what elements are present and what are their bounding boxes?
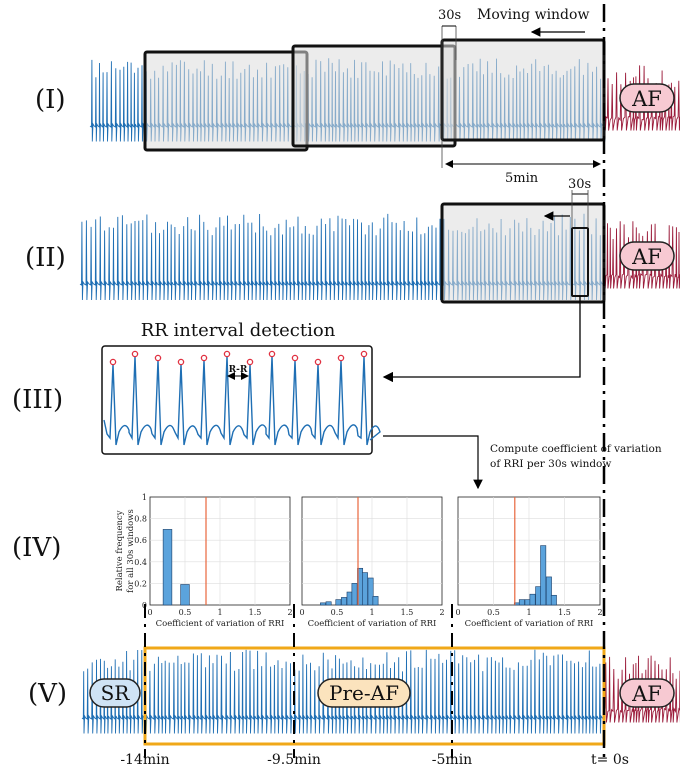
histogram-bar — [351, 583, 358, 606]
x-axis-label: Coefficient of variation of RRI — [156, 619, 285, 629]
af-badge-5-label: AF — [631, 682, 662, 706]
x-tick-label: 0 — [455, 608, 460, 617]
r-peak-marker — [154, 354, 162, 362]
row-label-v: (V) — [28, 679, 67, 709]
r-peak-markers — [109, 350, 368, 366]
histogram-bar — [529, 593, 536, 606]
y-tick-label: 0.6 — [134, 536, 147, 545]
time-label-t0: t= 0s — [591, 752, 629, 768]
x-axis-label: Coefficient of variation of RRI — [465, 619, 594, 629]
ecg-sr-trace-5 — [81, 649, 606, 734]
x-tick-label: 2 — [439, 608, 444, 617]
x-tick-label: 1 — [217, 608, 222, 617]
compute-note-line2: of RRI per 30s window — [490, 458, 611, 470]
time-label-5min: -5min — [432, 752, 472, 768]
histogram-bar — [162, 529, 173, 606]
r-peak-marker — [268, 350, 276, 358]
x-tick-label: 2 — [287, 608, 292, 617]
x-axis-label: Coefficient of variation of RRI — [308, 619, 437, 629]
y-tick-label: 1 — [142, 493, 147, 502]
preaf-badge: Pre-AF — [317, 678, 411, 708]
y-axis-label: for all 30s windows — [126, 509, 136, 593]
histogram-bar — [540, 545, 547, 606]
histogram-bar — [524, 599, 531, 606]
span-5min-label: 5min — [505, 171, 539, 186]
window-box-2 — [291, 44, 457, 148]
x-tick-label: 0.5 — [331, 608, 344, 617]
af-badge-5: AF — [619, 678, 675, 708]
histogram-bar — [535, 586, 542, 606]
x-tick-label: 1 — [526, 608, 531, 617]
ecg-zoom-trace — [103, 355, 381, 446]
connector-arrow-to-hist — [383, 435, 483, 490]
time-label-14min: -14min — [120, 752, 169, 768]
r-peak-marker — [291, 354, 299, 362]
histogram-bar — [320, 602, 326, 606]
histogram-bar — [372, 596, 379, 606]
histogram-bar — [545, 576, 552, 606]
window-box-5min — [440, 202, 606, 304]
histogram-bar — [550, 594, 557, 606]
x-tick-label: 0.5 — [179, 608, 192, 617]
y-axis-label: Relative frequency — [115, 510, 125, 591]
preaf-badge-label: Pre-AF — [329, 681, 399, 705]
r-peak-marker — [246, 358, 254, 366]
window-30s-label-2: 30s — [568, 177, 591, 192]
r-peak-marker — [337, 354, 345, 362]
histogram-bar — [180, 584, 190, 606]
y-tick-label: 0.4 — [134, 558, 147, 567]
r-peak-marker — [131, 350, 139, 358]
compute-note-line1: Compute coefficient of variation — [490, 443, 662, 455]
r-peak-marker — [360, 350, 368, 358]
histogram-bar — [335, 599, 342, 606]
histogram-bar — [367, 577, 374, 606]
row-label-ii: (II) — [25, 243, 66, 273]
x-tick-label: 1.5 — [401, 608, 414, 617]
time-label-9-5min: -9.5min — [267, 752, 321, 768]
histogram-bar — [518, 599, 525, 606]
x-tick-label: 1.5 — [249, 608, 262, 617]
window-30s-label: 30s — [438, 8, 461, 23]
x-tick-label: 0.5 — [487, 608, 500, 617]
x-tick-label: 2 — [597, 608, 602, 617]
histogram-bar — [362, 572, 368, 606]
r-peak-marker — [109, 358, 117, 366]
af-badge-2: AF — [619, 241, 675, 271]
y-tick-label: 0.2 — [134, 579, 147, 588]
window-box-1 — [143, 50, 309, 152]
af-badge-2-label: AF — [631, 245, 662, 269]
window-box-3 — [440, 38, 606, 142]
r-peak-marker — [314, 358, 322, 366]
rr-label: R-R — [229, 365, 248, 375]
histogram-bar — [341, 597, 347, 606]
r-peak-marker — [223, 350, 231, 358]
row-label-iv: (IV) — [12, 533, 61, 563]
row-label-iii: (III) — [12, 385, 63, 415]
y-tick-label: 0.8 — [134, 515, 147, 524]
x-tick-label: 0 — [299, 608, 304, 617]
ecg-af-trace-1 — [603, 65, 680, 131]
sr-badge-label: SR — [101, 681, 131, 705]
row-label-i: (I) — [35, 85, 66, 115]
rr-panel — [101, 345, 373, 455]
sr-badge: SR — [89, 678, 141, 708]
moving-window-label: Moving window — [477, 7, 589, 23]
histogram-bar — [325, 601, 332, 606]
r-peak-marker — [177, 358, 185, 366]
connector-arrow-to-rr — [382, 296, 581, 383]
x-tick-label: 1.5 — [558, 608, 571, 617]
af-badge-1-label: AF — [631, 87, 662, 111]
rr-title: RR interval detection — [141, 320, 336, 341]
af-badge-1: AF — [619, 83, 675, 113]
r-peak-marker — [200, 354, 208, 362]
histogram-bar — [346, 591, 353, 606]
x-tick-label: 1 — [369, 608, 374, 617]
x-tick-label: 0 — [147, 608, 152, 617]
